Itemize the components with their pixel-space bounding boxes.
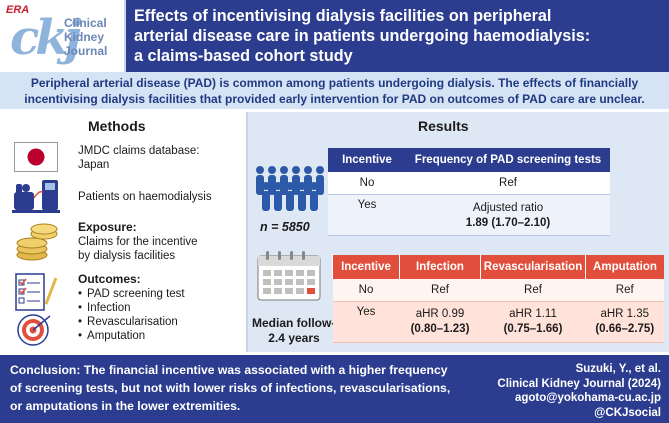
- followup-text: Median follow-up 2.4 years: [252, 316, 350, 345]
- outcome-item: Infection: [78, 301, 185, 315]
- social-handle[interactable]: @CKJsocial: [594, 406, 661, 419]
- page-title: Effects of incentivising dialysis facili…: [134, 7, 591, 65]
- table-header: Infection: [399, 255, 481, 279]
- japan-flag-icon: [14, 142, 58, 172]
- outcome-item: Amputation: [78, 329, 185, 343]
- table-header: Amputation: [585, 255, 664, 279]
- screening-table: Incentive Frequency of PAD screening tes…: [328, 148, 610, 236]
- header-banner: ERA ckj Clinical Kidney Journal Effects …: [0, 0, 669, 72]
- calendar-icon: [257, 251, 321, 301]
- checklist-icon: [15, 273, 58, 311]
- outcomes-section: Outcomes: PAD screening test Infection R…: [72, 272, 185, 343]
- table-row: No Ref: [328, 172, 610, 195]
- ckj-logo-mark: ckj: [10, 10, 82, 66]
- database-text: JMDC claims database: Japan: [78, 145, 200, 171]
- dialysis-machine-icon: [12, 180, 60, 213]
- era-logo-text: ERA: [6, 4, 30, 16]
- contact-email[interactable]: agoto@yokohama-cu.ac.jp: [514, 392, 661, 404]
- table-header: Incentive: [332, 255, 400, 279]
- coins-icon: [16, 223, 58, 261]
- methods-panel: Methods JMDC claims database: Japan Pati…: [0, 112, 248, 352]
- outcome-item: PAD screening test: [78, 287, 185, 301]
- exposure-text: Exposure: Claims for the incentive by di…: [78, 220, 198, 262]
- citation-journal: Clinical Kidney Journal (2024): [497, 377, 661, 390]
- outcome-item: Revascularisation: [78, 315, 185, 329]
- citation: Suzuki, Y., et al. Clinical Kidney Journ…: [497, 362, 661, 420]
- sample-size: n = 5850: [260, 220, 310, 234]
- table-row: No Ref Ref Ref: [332, 279, 664, 302]
- methods-heading: Methods: [88, 118, 146, 134]
- table-header: Revascularisation: [480, 255, 586, 279]
- table-row: Yes aHR 0.99 (0.80–1.23) aHR 1.11 (0.75–…: [332, 301, 664, 343]
- target-icon: [17, 314, 51, 346]
- results-heading: Results: [418, 118, 469, 134]
- outcomes-table: Incentive Infection Revascularisation Am…: [332, 255, 664, 343]
- intro-banner: Peripheral arterial disease (PAD) is com…: [0, 72, 669, 109]
- journal-logo: ERA ckj Clinical Kidney Journal: [0, 0, 126, 72]
- results-panel: Results n = 5850 Incentive Frequency of …: [248, 112, 669, 352]
- footer-banner: Conclusion: The financial incentive was …: [0, 355, 669, 423]
- journal-name: Clinical Kidney Journal: [64, 16, 108, 58]
- people-icon: [256, 166, 324, 211]
- patients-text: Patients on haemodialysis: [78, 191, 212, 203]
- table-header: Frequency of PAD screening tests: [406, 148, 610, 172]
- table-header: Incentive: [328, 148, 406, 172]
- citation-authors: Suzuki, Y., et al.: [575, 363, 661, 375]
- table-row: Yes Adjusted ratio 1.89 (1.70–2.10): [328, 194, 610, 236]
- conclusion-text: Conclusion: The financial incentive was …: [10, 363, 451, 413]
